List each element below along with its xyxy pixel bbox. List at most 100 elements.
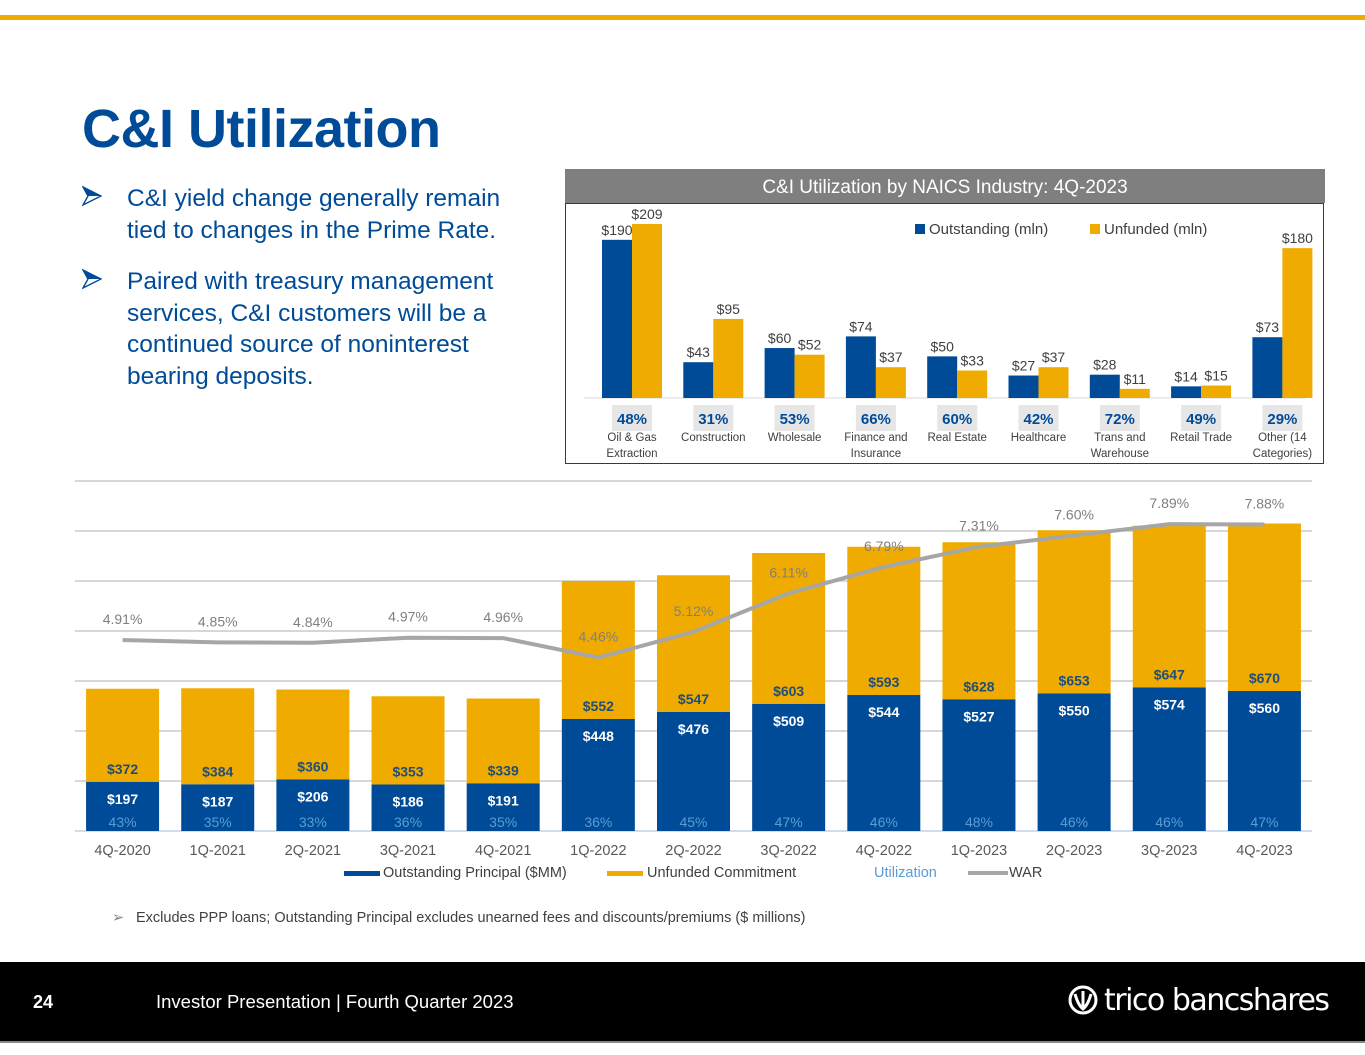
unfunded-label: $603 xyxy=(773,683,804,699)
data-label: $15 xyxy=(1204,368,1228,384)
utilization-label: 45% xyxy=(679,814,707,830)
category-label: Wholesale xyxy=(768,432,822,444)
war-label: 4.96% xyxy=(483,609,523,625)
legend-label: WAR xyxy=(1009,865,1042,881)
unfunded-label: $593 xyxy=(868,674,899,690)
bar-unfunded xyxy=(942,542,1016,700)
data-label: $28 xyxy=(1093,357,1117,373)
legend-swatch xyxy=(915,224,925,234)
x-tick-label: 2Q-2023 xyxy=(1046,843,1102,859)
utilization-badge: 48% xyxy=(617,411,647,428)
data-label: $60 xyxy=(768,330,792,346)
data-label: $37 xyxy=(1042,349,1066,365)
x-tick-label: 4Q-2021 xyxy=(475,843,531,859)
legend-swatch xyxy=(607,871,643,876)
footnote: ➢ Excludes PPP loans; Outstanding Princip… xyxy=(112,910,806,926)
bar-unfunded xyxy=(371,696,445,785)
category-label: Other (14 xyxy=(1258,432,1307,444)
legend-swatch xyxy=(344,871,380,876)
utilization-badge: 60% xyxy=(942,411,972,428)
bar-outstanding xyxy=(847,695,921,831)
utilization-label: 47% xyxy=(1250,814,1278,830)
x-tick-label: 3Q-2023 xyxy=(1141,843,1197,859)
category-label: Finance and xyxy=(844,432,907,444)
data-label: $14 xyxy=(1174,368,1198,384)
utilization-badge-bg xyxy=(1099,405,1140,431)
utilization-label: 46% xyxy=(1060,814,1088,830)
bar-unfunded xyxy=(86,688,160,782)
legend-swatch xyxy=(1090,224,1100,234)
footnote-text: Excludes PPP loans; Outstanding Principa… xyxy=(136,910,806,926)
x-tick-label: 4Q-2020 xyxy=(94,843,150,859)
bar-outstanding xyxy=(276,779,350,831)
outstanding-label: $544 xyxy=(868,704,899,720)
bar-unfunded xyxy=(1037,530,1111,694)
arrow-bullet-icon xyxy=(82,185,102,207)
utilization-label: 35% xyxy=(489,814,517,830)
data-label: $95 xyxy=(717,301,741,317)
x-tick-label: 2Q-2021 xyxy=(285,843,341,859)
bar-unfunded xyxy=(957,370,988,398)
bar-unfunded xyxy=(847,546,921,695)
bar-outstanding xyxy=(683,362,714,398)
naics-chart-body: Outstanding (mln) Unfunded (mln) $190 $209 4… xyxy=(565,203,1324,464)
bar-unfunded xyxy=(713,318,744,398)
bar-unfunded xyxy=(181,688,255,785)
bar-outstanding xyxy=(371,784,445,831)
data-label: $11 xyxy=(1124,371,1147,387)
category-label: Categories) xyxy=(1253,448,1313,460)
utilization-badge-bg xyxy=(612,405,652,431)
legend-label: Unfunded (mln) xyxy=(1104,221,1207,238)
bar-unfunded xyxy=(466,698,540,784)
utilization-label: 36% xyxy=(584,814,612,830)
legend-label: Outstanding Principal ($MM) xyxy=(383,865,567,881)
unfunded-label: $647 xyxy=(1154,667,1185,683)
utilization-badge: 31% xyxy=(698,411,728,428)
bar-outstanding xyxy=(181,784,255,831)
unfunded-label: $360 xyxy=(297,759,328,775)
war-label: 5.12% xyxy=(674,603,714,619)
war-line xyxy=(122,522,1265,660)
bar-unfunded xyxy=(632,224,662,398)
utilization-badge-bg xyxy=(693,405,734,431)
bar-unfunded xyxy=(752,553,826,704)
outstanding-label: $197 xyxy=(107,791,138,807)
data-label: $27 xyxy=(1012,358,1036,374)
bar-outstanding xyxy=(942,699,1016,831)
x-tick-label: 1Q-2021 xyxy=(190,843,246,859)
page-title: C&I Utilization xyxy=(82,99,441,159)
outstanding-label: $206 xyxy=(297,789,328,805)
unfunded-label: $372 xyxy=(107,761,138,777)
war-label: 6.11% xyxy=(769,564,808,580)
bullet-text: Paired with treasury management services… xyxy=(127,268,494,390)
data-label: $73 xyxy=(1256,319,1280,335)
bar-outstanding xyxy=(561,719,635,831)
legend-label: Outstanding (mln) xyxy=(929,221,1048,238)
top-accent-bar xyxy=(0,15,1365,20)
arrow-bullet-icon: ➢ xyxy=(112,910,125,926)
utilization-badge: 29% xyxy=(1267,411,1297,428)
bullet-list: C&I yield change generally remain tied t… xyxy=(82,183,502,412)
x-tick-label: 1Q-2023 xyxy=(951,843,1007,859)
x-tick-label: 2Q-2022 xyxy=(665,843,721,859)
naics-chart-panel: C&I Utilization by NAICS Industry: 4Q-20… xyxy=(565,169,1325,465)
arrow-bullet-icon xyxy=(82,268,102,290)
utilization-label: 36% xyxy=(394,814,422,830)
utilization-chart: $197 $372 43% 4Q-2020 $187 $384 35% 1Q-2021 $206… xyxy=(75,480,1312,881)
bar-unfunded xyxy=(1201,385,1232,398)
outstanding-label: $187 xyxy=(202,793,233,809)
data-label: $180 xyxy=(1282,230,1313,246)
category-label: Construction xyxy=(681,432,746,444)
war-label: 6.79% xyxy=(864,538,904,554)
unfunded-label: $339 xyxy=(488,762,519,778)
utilization-badge: 42% xyxy=(1023,411,1053,428)
category-label: Warehouse xyxy=(1091,448,1149,460)
category-label: Oil & Gas xyxy=(607,432,656,444)
bar-outstanding xyxy=(466,783,540,831)
category-label: Trans and xyxy=(1094,432,1145,444)
x-tick-label: 4Q-2022 xyxy=(856,843,912,859)
data-label: $50 xyxy=(931,338,955,354)
utilization-label: 33% xyxy=(299,814,327,830)
bar-outstanding xyxy=(1227,691,1301,831)
bullet-item: C&I yield change generally remain tied t… xyxy=(82,183,502,246)
